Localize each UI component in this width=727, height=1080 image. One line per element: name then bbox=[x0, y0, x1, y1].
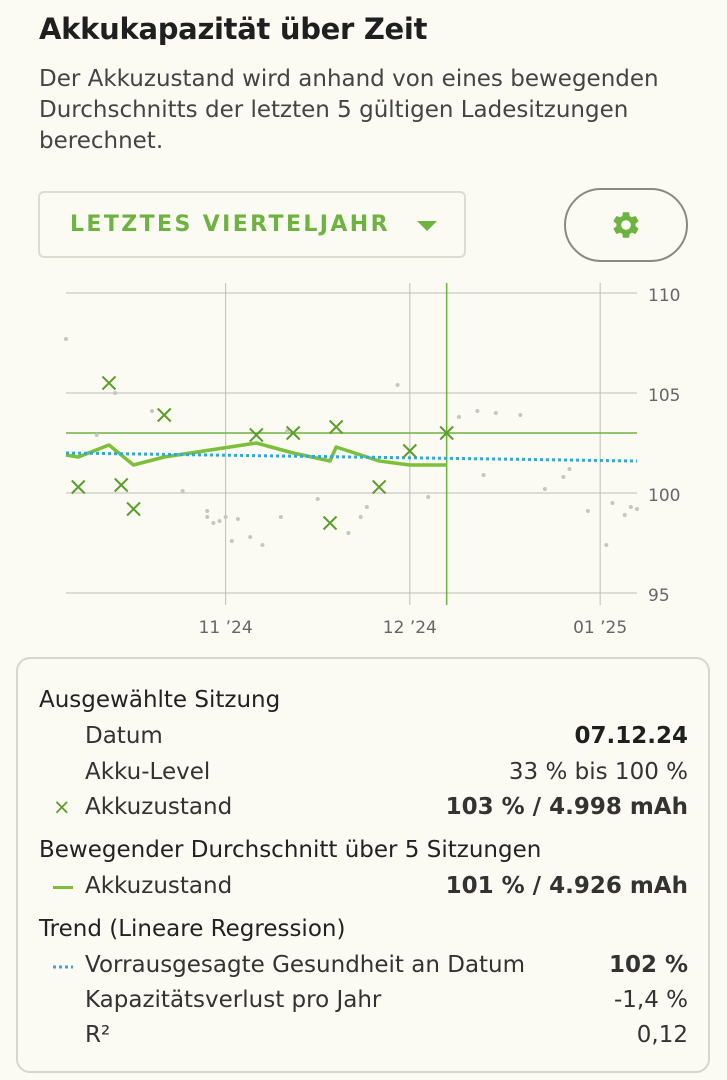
x-tick-label: 12 ’24 bbox=[383, 618, 437, 638]
average-health-label: Akkuzustand bbox=[85, 873, 233, 899]
raw-session-dot bbox=[285, 429, 290, 433]
raw-session-dot bbox=[149, 409, 154, 413]
predicted-label: Vorrausgesagte Gesundheit an Datum bbox=[85, 952, 526, 978]
raw-session-dot bbox=[475, 409, 480, 413]
session-health-value: 103 % / 4.998 mAh bbox=[445, 794, 688, 820]
health-marker bbox=[157, 407, 172, 423]
raw-session-dot bbox=[113, 391, 118, 395]
raw-session-dot bbox=[211, 521, 216, 525]
health-marker bbox=[439, 425, 454, 441]
loss-label: Kapazitätsverlust pro Jahr bbox=[85, 987, 382, 1013]
raw-session-dot bbox=[358, 515, 363, 519]
dotted-legend-icon bbox=[53, 965, 73, 969]
average-health-row: Akkuzustand 101 % / 4.926 mAh bbox=[18, 873, 708, 907]
health-marker bbox=[402, 443, 418, 459]
health-marker bbox=[101, 375, 117, 391]
raw-session-dot bbox=[229, 539, 234, 543]
health-marker bbox=[285, 425, 301, 441]
line-legend-icon bbox=[53, 886, 73, 889]
capacity-chart[interactable]: 110 105 100 95 11 ’24 12 ’24 01 ’25 bbox=[0, 275, 727, 645]
predicted-value: 102 % bbox=[608, 952, 688, 978]
raw-session-dot bbox=[567, 467, 572, 471]
y-tick-label: 100 bbox=[648, 486, 680, 506]
time-range-dropdown[interactable]: LETZTES VIERTELJAHR bbox=[38, 191, 466, 258]
raw-session-dot bbox=[518, 413, 523, 417]
health-marker bbox=[249, 427, 264, 443]
selected-session-heading: Ausgewählte Sitzung bbox=[39, 687, 281, 713]
health-marker bbox=[71, 479, 86, 495]
raw-session-dot bbox=[364, 505, 369, 509]
r2-value: 0,12 bbox=[636, 1022, 688, 1048]
raw-session-dot bbox=[315, 497, 320, 501]
trend-line bbox=[65, 451, 638, 463]
gear-icon bbox=[613, 212, 639, 238]
raw-session-dot bbox=[604, 543, 609, 547]
raw-session-dot bbox=[205, 515, 210, 519]
raw-session-dot bbox=[235, 517, 240, 521]
raw-session-dot bbox=[205, 509, 210, 513]
caret-down-icon bbox=[417, 221, 437, 231]
r2-row: R² 0,12 bbox=[18, 1022, 708, 1056]
y-tick-label: 110 bbox=[648, 286, 680, 306]
raw-session-dot bbox=[260, 543, 265, 547]
raw-session-dot bbox=[426, 495, 431, 499]
raw-session-dot bbox=[635, 507, 639, 511]
trend-heading: Trend (Lineare Regression) bbox=[39, 916, 346, 942]
date-value: 07.12.24 bbox=[574, 723, 689, 749]
health-marker bbox=[114, 477, 129, 493]
average-health-value: 101 % / 4.926 mAh bbox=[445, 873, 688, 899]
raw-session-dot bbox=[346, 531, 351, 535]
time-range-label: LETZTES VIERTELJAHR bbox=[70, 212, 390, 237]
raw-session-dot bbox=[395, 383, 400, 387]
x-tick-label: 11 ’24 bbox=[199, 618, 253, 638]
health-marker bbox=[126, 501, 141, 517]
details-panel: Ausgewählte Sitzung Datum 07.12.24 Akku-… bbox=[16, 657, 710, 1073]
raw-session-dot bbox=[622, 513, 627, 517]
raw-session-dot bbox=[94, 433, 99, 437]
settings-button[interactable] bbox=[564, 188, 688, 262]
moving-average-heading: Bewegender Durchschnitt über 5 Sitzungen bbox=[39, 837, 542, 863]
level-label: Akku-Level bbox=[85, 759, 211, 785]
session-health-label: Akkuzustand bbox=[85, 794, 233, 820]
y-tick-label: 95 bbox=[648, 586, 670, 606]
raw-session-dot bbox=[278, 515, 283, 519]
health-marker bbox=[322, 515, 338, 531]
level-value: 33 % bis 100 % bbox=[508, 759, 688, 785]
session-health-row: × Akkuzustand 103 % / 4.998 mAh bbox=[18, 794, 708, 828]
raw-session-dot bbox=[585, 509, 590, 513]
level-row: Akku-Level 33 % bis 100 % bbox=[18, 759, 708, 793]
raw-session-dot bbox=[180, 489, 185, 493]
raw-session-dot bbox=[456, 415, 461, 419]
raw-session-dot bbox=[628, 505, 633, 509]
y-tick-label: 105 bbox=[648, 386, 680, 406]
loss-value: -1,4 % bbox=[613, 987, 688, 1013]
r2-label: R² bbox=[85, 1022, 111, 1048]
raw-session-dot bbox=[217, 519, 222, 523]
raw-session-dot bbox=[223, 515, 228, 519]
predicted-row: Vorrausgesagte Gesundheit an Datum 102 % bbox=[18, 952, 708, 986]
raw-session-dot bbox=[481, 473, 486, 477]
raw-session-dot bbox=[542, 487, 547, 491]
moving-average-line bbox=[65, 441, 447, 467]
page-description: Der Akkuzustand wird anhand von eines be… bbox=[39, 66, 659, 154]
x-tick-label: 01 ’25 bbox=[573, 618, 627, 638]
page-title: Akkukapazität über Zeit bbox=[39, 12, 428, 46]
raw-session-dot bbox=[64, 337, 68, 341]
loss-row: Kapazitätsverlust pro Jahr -1,4 % bbox=[18, 987, 708, 1021]
raw-session-dot bbox=[248, 535, 253, 539]
raw-session-dot bbox=[561, 475, 566, 479]
x-marker-icon: × bbox=[53, 795, 71, 819]
health-marker bbox=[328, 419, 344, 435]
date-row: Datum 07.12.24 bbox=[18, 723, 708, 757]
health-marker bbox=[371, 479, 387, 495]
raw-session-dot bbox=[610, 501, 615, 505]
raw-session-dot bbox=[493, 411, 498, 415]
date-label: Datum bbox=[85, 723, 163, 749]
